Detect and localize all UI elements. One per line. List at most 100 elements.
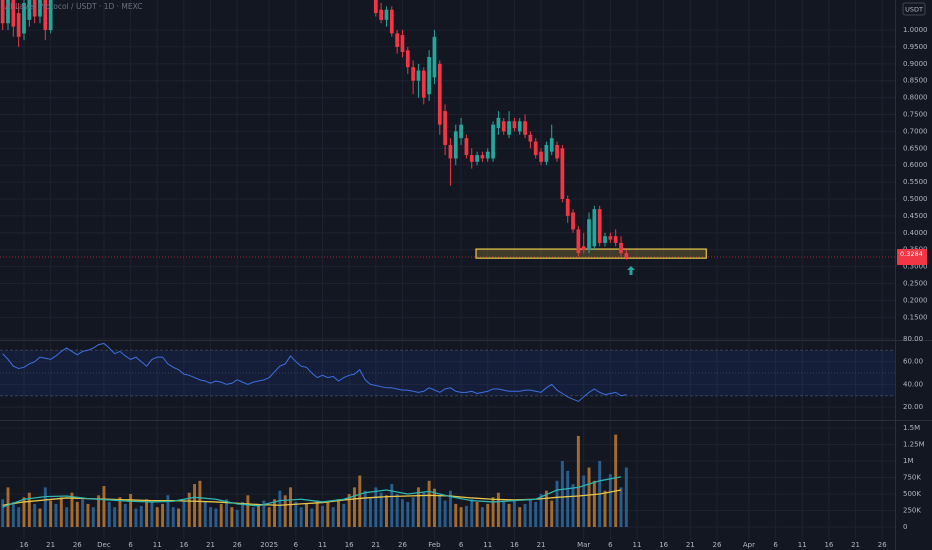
- candle-body: [501, 121, 506, 132]
- volume-bar: [555, 480, 559, 527]
- volume-bar: [443, 500, 447, 527]
- volume-bar: [566, 470, 570, 527]
- candle-body: [384, 9, 389, 20]
- volume-bar: [326, 501, 330, 527]
- x-tick-label: 16: [510, 541, 519, 549]
- x-tick-label: 16: [659, 541, 668, 549]
- candle-body: [507, 121, 511, 135]
- volume-bar: [539, 493, 543, 527]
- volume-bar: [17, 507, 21, 527]
- volume-bar: [342, 503, 346, 527]
- rsi-pane: [0, 342, 895, 403]
- volume-bar: [379, 492, 383, 527]
- y-tick-label: 0.8500: [903, 77, 928, 85]
- volume-bar: [560, 460, 564, 527]
- volume-bar: [235, 509, 239, 527]
- candle-body: [565, 199, 570, 216]
- volume-bar: [459, 507, 463, 527]
- y-tick-label: 0.6500: [903, 144, 928, 152]
- x-tick-label: Apr: [743, 541, 755, 549]
- x-tick-label: 26: [398, 541, 407, 549]
- volume-bar: [347, 493, 351, 527]
- candle-body: [491, 124, 495, 159]
- volume-bar: [198, 480, 202, 527]
- candle-body: [512, 121, 517, 129]
- candle-body: [38, 0, 42, 17]
- volume-bar: [209, 507, 213, 527]
- volume-bar: [507, 503, 511, 527]
- volume-bar: [203, 501, 207, 527]
- volume-bar: [81, 499, 85, 527]
- volume-bar: [411, 497, 415, 527]
- candle-body: [459, 124, 463, 139]
- volume-bar: [65, 507, 69, 527]
- candle-body: [587, 219, 591, 250]
- candle-body: [16, 13, 21, 37]
- volume-bar: [331, 507, 335, 527]
- volume-bar: [550, 500, 554, 527]
- volume-bar: [33, 503, 37, 527]
- x-tick-label: 21: [371, 541, 380, 549]
- x-tick-label: 21: [46, 541, 55, 549]
- volume-bar: [523, 503, 527, 527]
- candle-body: [624, 253, 629, 258]
- currency-label[interactable]: USDT: [905, 6, 923, 14]
- support-zone: [475, 248, 707, 259]
- candle-body: [416, 70, 421, 81]
- candle-body: [571, 212, 575, 230]
- volume-bar: [544, 490, 548, 527]
- volume-bar: [384, 495, 388, 527]
- arrow-icon: [627, 266, 635, 275]
- x-tick-label: 21: [851, 541, 860, 549]
- volume-bar: [86, 503, 90, 527]
- volume-bar: [59, 497, 63, 527]
- y-tick-label: 750K: [903, 473, 921, 481]
- volume-bar: [113, 507, 117, 527]
- volume-bar: [134, 508, 138, 527]
- y-tick-label: 500K: [903, 490, 921, 498]
- volume-bar: [118, 497, 122, 527]
- x-tick-label: Dec: [97, 541, 111, 549]
- candle-body: [613, 236, 618, 243]
- volume-bar: [123, 503, 127, 527]
- x-tick-label: 26: [233, 541, 242, 549]
- x-tick-label: 16: [20, 541, 29, 549]
- x-tick-label: 6: [773, 541, 778, 549]
- candle-body: [400, 35, 405, 52]
- volume-bar: [534, 501, 538, 527]
- candle-body: [448, 144, 453, 159]
- volume-bar: [289, 487, 292, 527]
- candle-body: [32, 0, 37, 17]
- x-tick-label: 6: [128, 541, 133, 549]
- candle-body: [453, 131, 458, 159]
- y-tick-label: 0.4000: [903, 229, 928, 237]
- volume-bar: [70, 492, 74, 527]
- x-tick-label: Feb: [428, 541, 441, 549]
- volume-bar: [38, 508, 42, 527]
- x-tick-label: 26: [73, 541, 82, 549]
- currency-box[interactable]: [902, 2, 926, 16]
- y-tick-label: 1.5M: [903, 424, 920, 432]
- volume-bar: [369, 497, 372, 527]
- volume-bar: [150, 501, 154, 527]
- candle-body: [427, 57, 431, 95]
- candle-body: [592, 209, 597, 247]
- volume-bar: [246, 495, 250, 527]
- x-tick-label: 6: [459, 541, 464, 549]
- volume-bar: [512, 500, 516, 527]
- volume-bar: [139, 505, 143, 527]
- candle-body: [597, 209, 602, 243]
- candle-body: [464, 138, 469, 156]
- volume-bar: [486, 503, 490, 527]
- candle-body: [405, 50, 410, 68]
- candle-body: [528, 134, 533, 142]
- volume-bar: [358, 475, 362, 527]
- volume-bar: [624, 467, 628, 527]
- candle-body: [27, 0, 32, 20]
- volume-bar: [528, 499, 532, 527]
- volume-bar: [107, 501, 111, 527]
- x-tick-label: 16: [824, 541, 833, 549]
- candle-body: [496, 117, 501, 129]
- volume-bar: [187, 492, 191, 527]
- candle-body: [485, 151, 490, 159]
